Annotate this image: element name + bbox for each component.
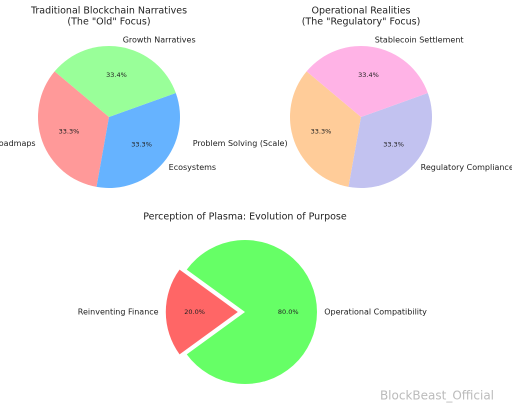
category-label: Regulatory Compliance	[421, 163, 512, 172]
category-label: Operational Compatibility	[324, 308, 427, 317]
pie-slice	[306, 46, 428, 117]
value-label: 80.0%	[278, 308, 299, 316]
chart-subtitle: (The "Regulatory" Focus)	[302, 17, 421, 28]
category-label: Reinventing Finance	[78, 308, 159, 317]
value-label: 33.4%	[106, 71, 127, 79]
chart-title: Traditional Blockchain Narratives	[30, 6, 187, 17]
chart-title: Perception of Plasma: Evolution of Purpo…	[143, 212, 347, 223]
value-label: 33.4%	[358, 71, 379, 79]
category-label: Problem Solving (Scale)	[193, 139, 288, 148]
value-label: 33.3%	[131, 140, 152, 148]
pie-slice	[186, 239, 317, 384]
category-label: Roadmaps	[0, 139, 36, 148]
chart-subtitle: (The "Old" Focus)	[67, 17, 150, 28]
value-label: 33.3%	[311, 128, 332, 136]
pie-slice	[165, 269, 238, 355]
value-label: 33.3%	[383, 140, 404, 148]
pie-slice	[37, 71, 109, 187]
pie-slice	[96, 92, 180, 188]
pie-slice	[54, 46, 176, 118]
pie-slice	[348, 92, 432, 188]
watermark: BlockBeast_Official	[380, 389, 494, 403]
category-label: Ecosystems	[169, 163, 216, 172]
value-label: 33.3%	[59, 128, 80, 136]
category-label: Stablecoin Settlement	[375, 36, 464, 45]
value-label: 20.0%	[184, 308, 205, 316]
pie-slice	[289, 71, 361, 187]
category-label: Growth Narratives	[123, 36, 196, 45]
chart-title: Operational Realities	[311, 6, 410, 17]
